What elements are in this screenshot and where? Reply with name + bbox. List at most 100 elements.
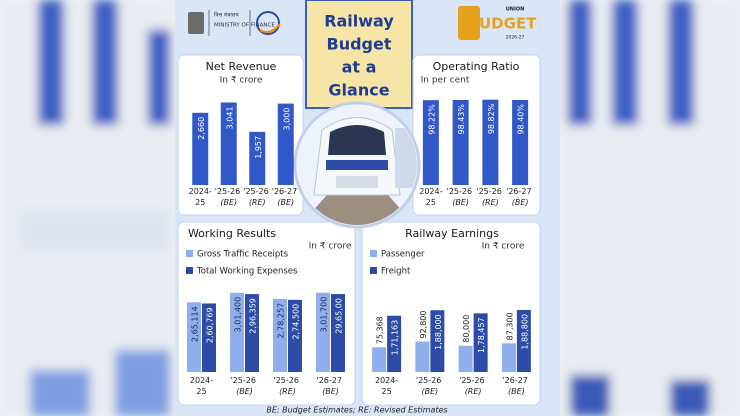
bar [202,303,216,372]
bar [245,294,259,372]
bar [473,313,488,372]
value-label: 2,96,359 [249,298,258,334]
bar [273,298,287,372]
x-tick-label: '25-26 (RE) [476,187,504,207]
value-label: 98.40% [517,104,526,135]
bar [277,103,294,185]
chart-subtitle: In ₹ crore [482,242,525,252]
x-tick-label: 2024-25 [375,376,398,396]
budget-logo: UNION BUDGET 2026-27 [458,6,537,41]
value-label: 3,01,400 [234,297,243,333]
title-line: Railway [324,12,394,31]
legend-label: Passenger [381,250,425,260]
bar [249,131,266,185]
budget-union: UNION [506,7,525,13]
bar [458,345,473,372]
title-box [305,0,413,109]
value-label: 2,65,114 [191,306,200,342]
title-line: Glance [328,81,389,100]
value-label: 29,65,00 [335,298,344,334]
legend-label: Total Working Expenses [196,267,298,277]
value-label: 98.82% [487,103,496,134]
x-tick-label: '25-26 (RE) [459,376,487,396]
bar [422,100,439,185]
value-label: 2,74,500 [292,304,301,340]
bar [430,310,445,372]
x-tick-label: 2024-25 [419,187,442,207]
chart-title: Working Results [188,227,276,240]
chart-subtitle: In ₹ crore [309,242,352,252]
legend-swatch [186,267,193,274]
x-tick-label: '26-27 (BE) [506,187,534,207]
bar [192,112,209,185]
bar [316,292,330,372]
value-label: 3,000 [282,108,291,131]
panel [177,221,356,406]
legend-label: Freight [381,267,411,277]
value-label: 87,300 [505,312,514,340]
budget-year: 2026-27 [506,35,525,41]
bar [415,341,430,372]
value-label: 1,88,000 [434,314,443,350]
title: Railway Budget at a Glance [324,12,394,100]
bar [482,99,499,185]
legend-swatch [186,250,193,257]
value-label: 2,78,257 [277,303,286,339]
x-tick-label: '26-27 (BE) [272,187,300,207]
value-label: 92,800 [419,311,428,339]
value-label: 1,957 [254,136,263,159]
chart-subtitle: In per cent [421,76,470,86]
title-line: Budget [327,35,392,54]
chart-title: Operating Ratio [433,60,520,73]
x-tick-label: '25-26 (BE) [416,376,444,396]
x-tick-label: '25-26 (RE) [243,187,271,207]
title-line: at a [342,58,377,77]
bar [187,302,201,372]
x-tick-label: '25-26 (RE) [274,376,302,396]
ministry-logo: वित्त मंत्रालय MINISTRY OF FINANCE [188,10,281,36]
value-label: 1,71,163 [391,320,400,356]
x-tick-label: '25-26 (BE) [215,187,243,207]
x-tick-label: '25-26 (BE) [231,376,259,396]
x-tick-label: '26-27 (BE) [502,376,530,396]
bar [372,347,387,372]
value-label: 75,368 [376,316,385,344]
value-label: 3,041 [225,106,234,129]
x-tick-label: '26-27 (BE) [317,376,345,396]
value-label: 98.43% [457,104,466,135]
bar [230,292,244,372]
bar [331,294,345,372]
budget-word: BUDGET [468,15,538,33]
bar [516,309,531,372]
value-label: 2,60,769 [206,307,215,343]
panel [361,221,541,406]
x-tick-label: 2024-25 [189,187,212,207]
bar [501,343,516,372]
value-label: 98.22% [427,104,436,135]
ministry-name: MINISTRY OF FINANCE [214,23,275,29]
bar [452,99,469,185]
legend-swatch [370,267,377,274]
panel [412,54,541,216]
bar [387,315,402,372]
value-label: 2,660 [197,117,206,140]
chart-subtitle: In ₹ crore [220,76,263,86]
footer-note: BE: Budget Estimates; RE: Revised Estima… [266,406,447,415]
x-tick-label: '25-26 (BE) [447,187,475,207]
ministry-hindi: वित्त मंत्रालय [214,12,240,19]
legend-swatch [370,250,377,257]
value-label: 80,000 [462,315,471,343]
value-label: 1,78,457 [477,317,486,353]
value-label: 3,01,700 [320,297,329,333]
bar [220,102,237,185]
x-tick-label: 2024-25 [190,376,213,396]
bar [288,299,302,372]
chart-title: Net Revenue [206,60,277,73]
chart-title: Railway Earnings [405,227,499,240]
value-label: 1,88,800 [520,314,529,350]
legend-label: Gross Traffic Receipts [197,250,289,260]
bar [512,100,529,185]
